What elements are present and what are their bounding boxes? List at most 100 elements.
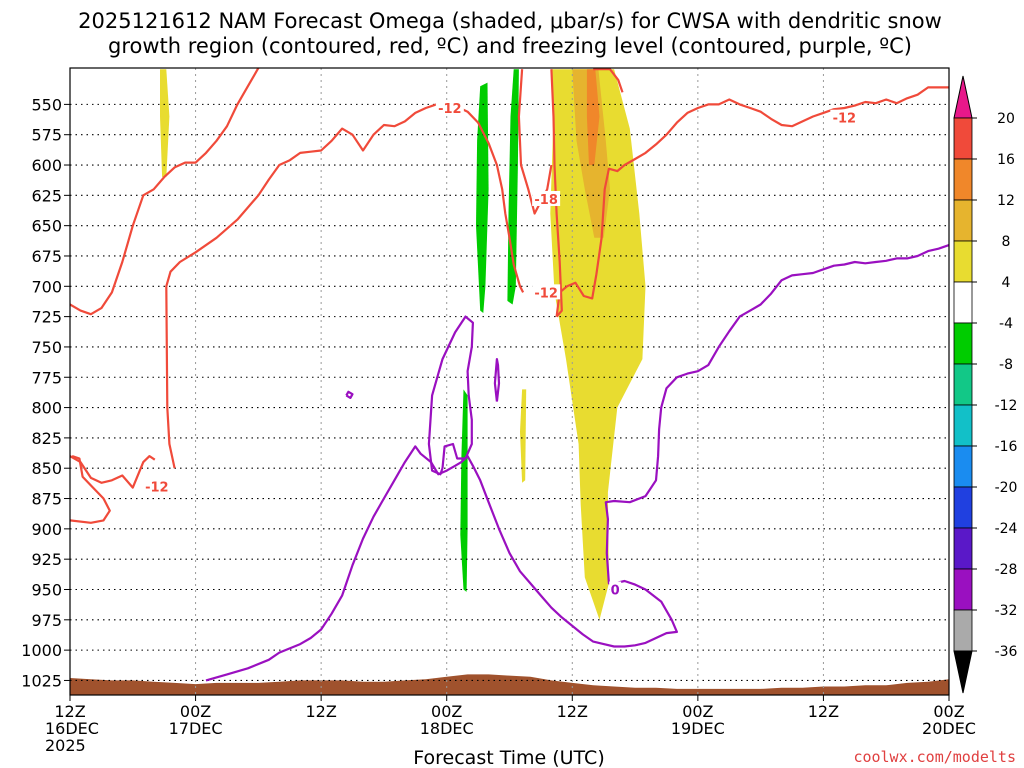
omega-region-4 bbox=[550, 69, 646, 620]
credit-text[interactable]: coolwx.com/modelts bbox=[853, 748, 1016, 766]
contour-label-5: 0 bbox=[611, 583, 620, 598]
colorbar-label-0: 20 bbox=[997, 111, 1015, 127]
omega-region-2 bbox=[507, 69, 519, 305]
x-tick-label-3-2: 18DEC bbox=[420, 719, 474, 738]
dgz-contour-1 bbox=[165, 103, 525, 469]
y-tick-label-650: 650 bbox=[31, 217, 62, 236]
freezing-contour-2 bbox=[493, 358, 501, 402]
colorbar-label-5: -4 bbox=[999, 316, 1013, 332]
x-tick-label-0-1: 12Z bbox=[54, 702, 85, 721]
y-tick-label-1000: 1000 bbox=[21, 641, 62, 660]
colorbar-bin-10 bbox=[953, 527, 973, 570]
colorbar-top-triangle bbox=[953, 75, 973, 119]
dgz-contour-0 bbox=[70, 68, 260, 316]
freezing-contour-0 bbox=[205, 244, 949, 682]
colorbar: 20 16 12 8 4 -4 -8 -12 -16 -20 -24 -28 -32 -36 bbox=[953, 75, 1018, 694]
colorbar-bin-3 bbox=[953, 240, 973, 283]
x-tick-label-2-1: 12Z bbox=[305, 702, 336, 721]
dgz-contour-7 bbox=[593, 68, 624, 93]
colorbar-bin-0 bbox=[953, 117, 973, 160]
y-axis: 550 575 600 625 650 675 700 725 750 775 800 825 850 8… bbox=[21, 95, 70, 690]
y-tick-label-600: 600 bbox=[31, 156, 62, 175]
colorbar-label-7: -12 bbox=[995, 398, 1018, 414]
y-tick-label-875: 875 bbox=[31, 490, 62, 509]
colorbar-bin-8 bbox=[953, 445, 973, 488]
colorbar-label-4: 4 bbox=[1002, 275, 1011, 291]
omega-region-3 bbox=[460, 389, 468, 592]
colorbar-bin-9 bbox=[953, 486, 973, 529]
colorbar-label-2: 12 bbox=[997, 193, 1015, 209]
y-tick-label-900: 900 bbox=[31, 520, 62, 539]
colorbar-bin-1 bbox=[953, 158, 973, 201]
y-tick-label-950: 950 bbox=[31, 580, 62, 599]
colorbar-label-11: -28 bbox=[995, 562, 1018, 578]
colorbar-bin-12 bbox=[953, 609, 973, 652]
omega-region-0 bbox=[160, 69, 170, 178]
freezing-contour-1 bbox=[427, 315, 474, 476]
omega-region-7 bbox=[520, 389, 527, 483]
colorbar-label-1: 16 bbox=[997, 152, 1015, 168]
x-tick-label-6-1: 12Z bbox=[808, 702, 839, 721]
y-tick-label-700: 700 bbox=[31, 277, 62, 296]
y-tick-label-550: 550 bbox=[31, 95, 62, 114]
dgz-contour-5 bbox=[70, 455, 156, 489]
omega-region-6 bbox=[586, 69, 600, 165]
y-tick-label-800: 800 bbox=[31, 399, 62, 418]
x-tick-label-7-1: 00Z bbox=[933, 702, 964, 721]
colorbar-label-3: 8 bbox=[1002, 234, 1011, 250]
colorbar-bin-4 bbox=[953, 281, 973, 324]
contour-label-bg-3 bbox=[830, 109, 859, 125]
colorbar-label-12: -32 bbox=[995, 603, 1018, 619]
x-tick-label-5-2: 19DEC bbox=[671, 719, 725, 738]
colorbar-bin-7 bbox=[953, 404, 973, 447]
terrain-layer bbox=[70, 674, 949, 695]
plot-frame bbox=[69, 67, 950, 696]
dgz-contour-3 bbox=[550, 69, 563, 318]
contour-label-bg-2 bbox=[532, 284, 561, 300]
x-axis-title: Forecast Time (UTC) bbox=[413, 747, 604, 768]
colorbar-bin-11 bbox=[953, 568, 973, 611]
x-tick-label-1-1: 00Z bbox=[180, 702, 211, 721]
chart-title-line-2: growth region (contoured, red, ºC) and f… bbox=[108, 34, 912, 58]
gridlines bbox=[70, 68, 949, 695]
contour-label-bg-4 bbox=[142, 478, 171, 494]
colorbar-label-10: -24 bbox=[995, 521, 1018, 537]
contour-label-bg-1 bbox=[532, 190, 561, 206]
dgz-contour-6 bbox=[70, 455, 111, 524]
y-tick-label-850: 850 bbox=[31, 459, 62, 478]
x-tick-label-7-2: 20DEC bbox=[922, 719, 976, 738]
contour-label-bg-5 bbox=[609, 581, 622, 597]
x-tick-label-5-1: 00Z bbox=[682, 702, 713, 721]
dgz-contour-2 bbox=[555, 86, 949, 317]
y-tick-label-775: 775 bbox=[31, 368, 62, 387]
colorbar-label-9: -20 bbox=[995, 480, 1018, 496]
y-tick-label-575: 575 bbox=[31, 126, 62, 145]
x-tick-label-0-2: 16DEC bbox=[45, 719, 99, 738]
plot-area: -12 -18 -12 -12 -12 0 bbox=[70, 68, 949, 695]
y-tick-label-625: 625 bbox=[31, 186, 62, 205]
contour-label-layer: -12 -18 -12 -12 -12 0 bbox=[142, 100, 859, 598]
freezing-contour-3 bbox=[345, 390, 354, 399]
x-tick-label-3-1: 00Z bbox=[431, 702, 462, 721]
y-tick-label-675: 675 bbox=[31, 247, 62, 266]
colorbar-bin-5 bbox=[953, 322, 973, 365]
y-tick-label-925: 925 bbox=[31, 550, 62, 569]
y-tick-label-1025: 1025 bbox=[21, 671, 62, 690]
contour-label-2: -12 bbox=[534, 286, 558, 301]
y-tick-label-725: 725 bbox=[31, 308, 62, 327]
contour-label-1: -18 bbox=[534, 193, 558, 208]
y-tick-label-975: 975 bbox=[31, 611, 62, 630]
colorbar-label-13: -36 bbox=[995, 644, 1018, 660]
contour-label-3: -12 bbox=[833, 112, 857, 127]
terrain-fill bbox=[70, 674, 949, 695]
contour-label-4: -12 bbox=[145, 480, 169, 495]
contour-label-bg-0 bbox=[435, 100, 464, 116]
colorbar-bin-6 bbox=[953, 363, 973, 406]
contour-layer bbox=[70, 68, 949, 682]
contour-label-0: -12 bbox=[438, 102, 462, 117]
y-tick-label-750: 750 bbox=[31, 338, 62, 357]
x-tick-label-1-2: 17DEC bbox=[169, 719, 223, 738]
x-tick-label-4-1: 12Z bbox=[557, 702, 588, 721]
